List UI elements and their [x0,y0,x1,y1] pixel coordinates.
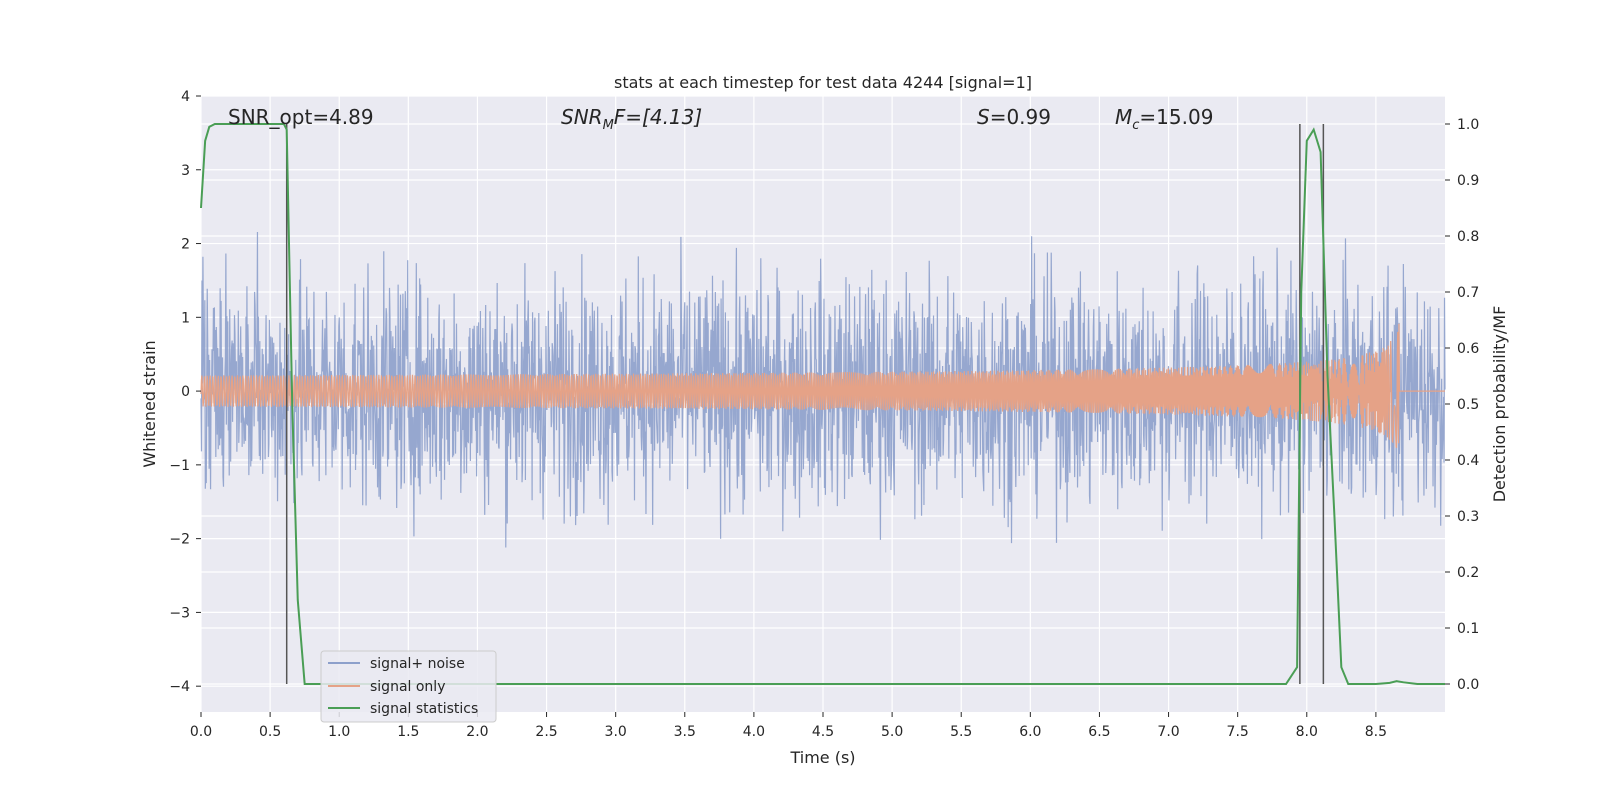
annotation-s-value: =0.99 [990,105,1051,129]
x-tick-label-5: 2.5 [535,724,557,740]
y-right-tick-label-0: 1.0 [1457,117,1479,133]
x-tick-label-2: 1.0 [328,724,350,740]
y-right-axis-label: Detection probability/MF [1490,306,1509,503]
x-tick-label-14: 7.0 [1157,724,1179,740]
annotation-snr-mf: SNRMF=[4.13] [561,105,702,133]
x-tick-label-4: 2.0 [466,724,488,740]
line-signal-statistics [200,123,1445,685]
annotation-snr-opt: SNR_opt=4.89 [228,105,374,129]
y-tick-label-0: 4 [181,89,190,105]
series-signal-statistics [200,123,1445,685]
legend-label-signal-only: signal only [370,679,445,695]
y-right-tick-label-4: 0.6 [1457,341,1479,357]
y-right-tick-label-9: 0.1 [1457,621,1479,637]
x-tick-label-6: 3.0 [605,724,627,740]
x-axis-ticks: 0.0 0.5 1.0 1.5 2.0 2.5 3.0 3.5 4.0 4.5 5.0 5.5 6.0 6… [190,712,1387,740]
x-tick-label-1: 0.5 [259,724,281,740]
legend-label-signal-plus-noise: signal+ noise [370,656,465,672]
y-tick-label-4: 0 [181,384,190,400]
x-tick-label-8: 4.0 [743,724,765,740]
y-right-tick-label-8: 0.2 [1457,565,1479,581]
annotation-mc-symbol: M [1115,105,1132,129]
y-tick-label-3: 1 [181,310,190,326]
x-tick-label-16: 8.0 [1296,724,1318,740]
x-axis-label: Time (s) [789,748,855,767]
y-tick-label-2: 2 [181,237,190,253]
chart-title: stats at each timestep for test data 424… [614,73,1032,92]
annotation-mc-subscript: c [1132,118,1139,133]
y-tick-label-8: −4 [169,679,190,695]
annotation-snr-mf-value: F=[4.13] [614,105,702,129]
x-tick-label-3: 1.5 [397,724,419,740]
x-tick-label-9: 4.5 [812,724,834,740]
series-signal-only [200,323,1445,449]
x-tick-label-12: 6.0 [1019,724,1041,740]
y-right-tick-label-5: 0.5 [1457,397,1479,413]
y-right-tick-label-1: 0.9 [1457,173,1479,189]
x-tick-label-10: 5.0 [881,724,903,740]
annotation-snr-mf-symbol: SNR [561,105,603,129]
x-tick-label-0: 0.0 [190,724,212,740]
line-signal-only [200,323,1445,449]
y-tick-label-5: −1 [169,458,190,474]
annotation-mc-value: =15.09 [1139,105,1213,129]
y-tick-label-7: −3 [169,605,190,621]
legend: signal+ noise signal only signal statist… [320,650,497,723]
y-right-tick-label-2: 0.8 [1457,229,1479,245]
y-tick-label-6: −2 [169,532,190,548]
y-axis-label: Whitened strain [140,340,159,467]
x-tick-label-17: 8.5 [1365,724,1387,740]
x-tick-label-7: 3.5 [674,724,696,740]
x-tick-label-15: 7.5 [1227,724,1249,740]
annotation-mc: Mc=15.09 [1115,105,1213,133]
y-right-tick-label-10: 0.0 [1457,677,1479,693]
annotation-s-symbol: S [977,105,990,129]
legend-label-signal-statistics: signal statistics [370,701,478,717]
annotation-s: S=0.99 [977,105,1051,129]
legend-box [320,650,497,723]
grid-horizontal-left [201,95,1445,687]
y-right-tick-label-7: 0.3 [1457,509,1479,525]
y-right-axis-ticks: 1.0 0.9 0.8 0.7 0.6 0.5 0.4 0.3 0.2 0.1 0.0 [1445,117,1479,693]
x-tick-label-11: 5.5 [950,724,972,740]
y-right-tick-label-3: 0.7 [1457,285,1479,301]
x-tick-label-13: 6.5 [1088,724,1110,740]
annotation-snr-mf-subscript: M [603,118,614,133]
y-tick-label-1: 3 [181,163,190,179]
y-axis-ticks: 4 3 2 1 0 −1 −2 −3 −4 [169,89,201,695]
y-right-tick-label-6: 0.4 [1457,453,1479,469]
